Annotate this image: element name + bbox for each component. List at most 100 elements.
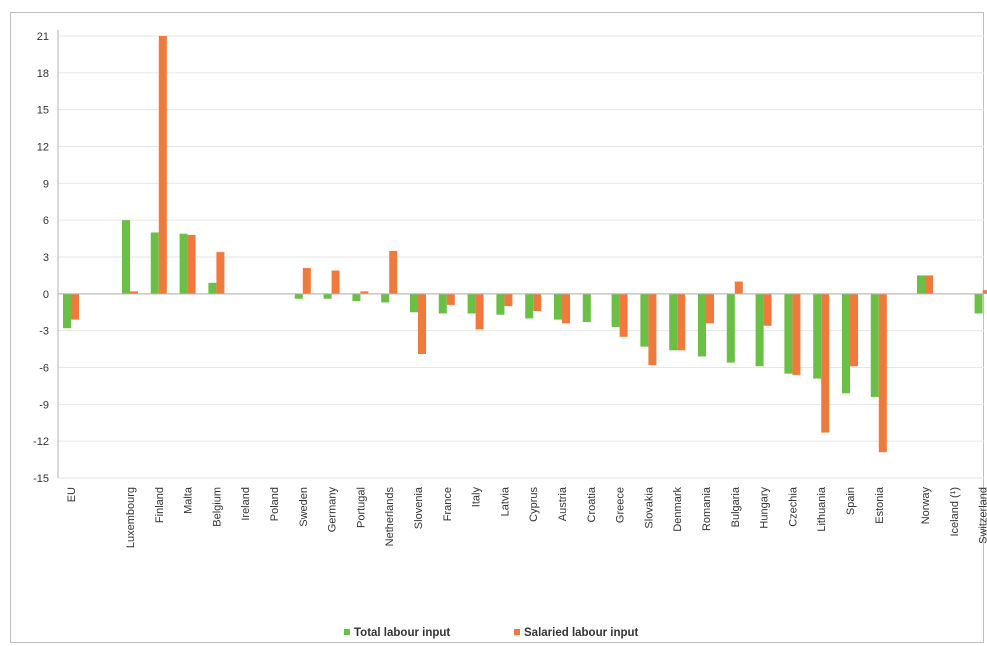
x-tick-label: Norway: [920, 487, 932, 525]
x-tick-label: Cyprus: [528, 487, 540, 522]
x-tick-label: Bulgaria: [730, 486, 742, 527]
legend-swatch: [514, 629, 520, 635]
total-labour-bar-austria: [554, 293, 562, 320]
legend-label: Salaried labour input: [524, 627, 639, 639]
x-tick-label: Ireland: [240, 487, 252, 521]
x-tick-label: Luxembourg: [125, 487, 137, 548]
x-tick-label: Slovakia: [643, 486, 655, 528]
y-tick-label: -12: [33, 436, 49, 448]
salaried-labour-bar-finland: [158, 36, 167, 294]
total-labour-bar-czechia: [784, 293, 793, 374]
legend-label: Total labour input: [354, 627, 450, 639]
total-labour-bar-greece: [611, 293, 620, 327]
total-labour-bar-latvia: [496, 293, 505, 315]
y-tick-label: 0: [43, 289, 49, 301]
salaried-labour-bar-spain: [850, 293, 858, 367]
total-labour-bar-belgium: [208, 282, 217, 294]
total-labour-bar-lithuania: [813, 293, 822, 379]
salaried-labour-bar-bulgaria: [734, 281, 743, 294]
x-tick-label: Slovenia: [413, 486, 425, 529]
x-tick-label: Croatia: [586, 486, 598, 522]
salaried-labour-bar-greece: [619, 293, 628, 337]
salaried-labour-bar-norway: [925, 275, 933, 294]
salaried-labour-bar-czechia: [792, 293, 801, 375]
x-axis-tick-labels: EU Luxembourg Finland Malta Belgium Ireland Po…: [66, 486, 987, 548]
salaried-labour-bar-netherlands: [389, 250, 398, 294]
x-tick-label: Austria: [557, 486, 569, 521]
x-tick-label: Iceland (¹): [949, 487, 961, 537]
x-tick-label: Lithuania: [816, 486, 828, 532]
total-labour-bar-norway: [917, 275, 925, 294]
total-labour-bar-denmark: [669, 293, 678, 351]
legend: Total labour input Salaried labour input: [344, 627, 639, 639]
total-labour-bar-romania: [698, 293, 706, 357]
total-labour-bar-cyprus: [525, 293, 534, 319]
salaried-labour-bar-latvia: [504, 293, 513, 307]
x-tick-label: Denmark: [672, 487, 684, 532]
salaried-labour-bar-germany: [331, 270, 340, 294]
total-labour-bar-switzerland: [974, 293, 983, 314]
total-labour-bar-france: [438, 293, 447, 314]
x-tick-label: Netherlands: [384, 487, 396, 547]
total-labour-bar-sweden: [294, 293, 303, 299]
x-tick-label: Estonia: [874, 486, 886, 524]
salaried-labour-bar-portugal: [360, 291, 369, 294]
x-tick-label: EU: [66, 487, 78, 502]
salaried-labour-bar-switzerland: [982, 290, 987, 294]
salaried-labour-bar-france: [446, 293, 455, 305]
total-labour-bar-luxembourg: [122, 220, 130, 294]
x-tick-label: Czechia: [787, 486, 799, 527]
x-tick-label: Latvia: [499, 486, 511, 516]
total-labour-bar-estonia: [870, 293, 879, 397]
total-labour-bar-germany: [323, 293, 332, 299]
x-tick-label: Malta: [183, 486, 195, 514]
salaried-labour-bar-luxembourg: [130, 291, 138, 294]
total-labour-bar-finland: [150, 232, 159, 294]
x-tick-label: Spain: [845, 487, 857, 515]
salaried-labour-bar-lithuania: [821, 293, 830, 433]
salaried-labour-bar-denmark: [677, 293, 686, 351]
salaried-labour-bar-estonia: [878, 293, 887, 453]
legend-swatch: [344, 629, 350, 635]
total-labour-bar-bulgaria: [726, 293, 735, 363]
salaried-labour-bar-slovenia: [418, 293, 426, 354]
y-tick-label: 6: [43, 215, 49, 227]
total-labour-bar-spain: [842, 293, 850, 394]
x-tick-label: Hungary: [759, 487, 771, 529]
total-labour-bar-italy: [467, 293, 476, 314]
y-axis-tick-labels: 21 18 15 12 9 6 3 0 -3 -6 -9 -12 -15: [33, 31, 49, 485]
total-labour-bar-slovenia: [410, 293, 418, 313]
y-tick-label: -15: [33, 473, 49, 485]
x-tick-label: Germany: [327, 487, 339, 533]
x-tick-label: Portugal: [355, 487, 367, 528]
salaried-labour-bar-malta: [187, 234, 196, 294]
gridlines: [58, 35, 984, 479]
salaried-labour-bar-italy: [475, 293, 484, 330]
total-labour-bar-malta: [179, 233, 188, 294]
total-labour-bar-netherlands: [381, 293, 390, 303]
y-tick-label: 21: [37, 31, 49, 43]
x-tick-label: Finland: [154, 487, 166, 523]
salaried-labour-bar-hungary: [763, 293, 772, 326]
x-tick-label: Romania: [701, 486, 713, 531]
y-tick-label: -3: [39, 326, 49, 338]
salaried-labour-bar-belgium: [216, 252, 225, 294]
salaried-labour-bar-cyprus: [533, 293, 542, 312]
x-tick-label: Italy: [471, 487, 483, 508]
x-tick-label: France: [442, 487, 454, 521]
salaried-labour-bar-austria: [562, 293, 570, 324]
total-labour-bar-portugal: [352, 293, 361, 302]
y-tick-label: 9: [43, 178, 49, 190]
x-tick-label: Sweden: [298, 487, 310, 527]
y-tick-label: -6: [39, 363, 49, 375]
salaried-labour-bar-slovakia: [648, 293, 657, 366]
salaried-labour-bar-eu: [71, 293, 79, 320]
salaried-labour-bar-romania: [706, 293, 714, 324]
y-tick-label: 15: [37, 105, 49, 117]
y-tick-label: 12: [37, 142, 49, 154]
bars: [63, 36, 987, 453]
x-tick-label: Belgium: [211, 487, 223, 527]
total-labour-bar-eu: [63, 293, 71, 329]
x-tick-label: Switzerland: [978, 487, 987, 544]
